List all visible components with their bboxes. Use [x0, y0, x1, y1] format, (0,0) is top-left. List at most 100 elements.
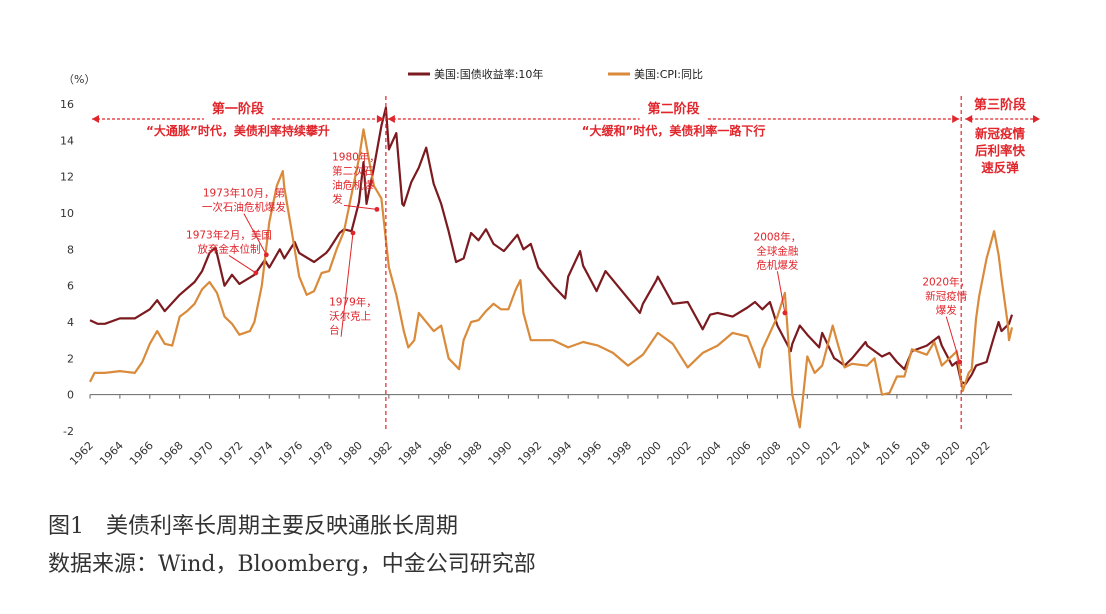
cpi-yield-line-chart: 美国:国债收益率:10年 美国:CPI:同比 （%） -2 0 2 4 6 8 10 12 14 1…	[60, 67, 1040, 468]
annotation-text: 一次石油危机爆发	[202, 201, 286, 214]
annotation-text: 第二次石	[332, 164, 374, 177]
x-tick-label: 2018	[904, 439, 933, 468]
phase-arrow-head-left	[965, 115, 973, 123]
x-tick-label: 1966	[127, 439, 156, 468]
y-tick-label: 16	[60, 98, 74, 111]
y-axis-unit-label: （%）	[63, 73, 95, 86]
x-tick-label: 1992	[515, 439, 544, 468]
annotation-text: 全球金融	[756, 244, 798, 257]
annotation-arrowhead	[253, 270, 259, 276]
y-tick-label: -2	[63, 425, 74, 438]
y-tick-label: 2	[67, 352, 74, 365]
phase-layer: 第一阶段 “大通胀”时代，美债利率持续攀升 第二阶段 “大缓和”时代，美债利率一路下行…	[92, 95, 1040, 431]
chart-legend: 美国:国债收益率:10年 美国:CPI:同比	[408, 67, 703, 81]
phase-arrow-head-left	[92, 115, 99, 123]
y-tick-label: 0	[67, 389, 74, 402]
y-tick-label: 4	[67, 316, 74, 329]
x-tick-label: 1996	[575, 439, 604, 468]
x-tick-label: 2016	[874, 439, 903, 468]
y-axis: -2 0 2 4 6 8 10 12 14 16	[60, 98, 74, 438]
x-tick-label: 1974	[246, 439, 275, 468]
annotation-text: 沃尔克上	[329, 310, 371, 323]
annotation-text: 台	[329, 324, 340, 337]
x-tick-label: 2002	[665, 439, 694, 468]
series-layer	[89, 106, 1014, 429]
annotation-leader	[776, 271, 786, 314]
x-tick-label: 2010	[784, 439, 813, 468]
y-tick-label: 10	[60, 207, 74, 220]
x-tick-label: 1968	[157, 439, 186, 468]
phase-description: 速反弹	[981, 160, 1019, 175]
series-line-cpi-yoy	[89, 128, 1014, 429]
annotation-text: 2008年，	[754, 230, 802, 243]
annotation-arrowhead	[263, 252, 269, 258]
annotation-text: 油危机爆	[332, 178, 374, 191]
legend-label: 美国:CPI:同比	[634, 68, 703, 81]
phase-description: 新冠疫情	[975, 126, 1026, 141]
phase-arrow-head-right	[1033, 115, 1040, 123]
y-tick-label: 14	[60, 134, 74, 147]
annotation-text: 1980年，	[332, 150, 380, 163]
annotation-text: 1979年，	[329, 296, 377, 309]
series-line-yield-10y	[89, 106, 1014, 385]
x-tick-label: 1990	[486, 439, 515, 468]
annotation-text: 发	[332, 192, 343, 205]
phase-label: 第三阶段	[974, 97, 1026, 113]
phase-label: 第一阶段	[212, 101, 264, 117]
annotation-leader	[945, 316, 961, 363]
annotation-leader	[344, 204, 377, 210]
phase-description: “大缓和”时代，美债利率一路下行	[582, 123, 766, 138]
x-tick-label: 1984	[396, 439, 425, 468]
x-tick-label: 2006	[725, 439, 754, 468]
figure-source: 数据来源：Wind，Bloomberg，中金公司研究部	[48, 552, 536, 577]
annotation-arrowhead	[350, 230, 356, 236]
x-axis: 1962 1964 1966 1968 1970 1972 1974 1976 1978 1980…	[67, 394, 1012, 468]
annotation-leader	[243, 213, 267, 256]
x-tick-label: 1986	[426, 439, 455, 468]
phase-arrow-head-left	[387, 115, 395, 123]
annotation-text: 危机爆发	[756, 258, 798, 271]
phase-description: “大通胀”时代，美债利率持续攀升	[146, 123, 330, 138]
annotation-text: 1973年10月，第	[203, 187, 285, 200]
annotation-arrowhead	[782, 310, 788, 316]
x-tick-label: 1964	[97, 439, 126, 468]
x-tick-label: 2014	[844, 439, 873, 468]
x-tick-label: 1982	[366, 439, 395, 468]
annotation-arrowhead	[374, 206, 380, 212]
x-tick-label: 2000	[635, 439, 664, 468]
annotation-leader	[340, 232, 354, 337]
y-tick-label: 8	[67, 243, 74, 256]
legend-label: 美国:国债收益率:10年	[434, 67, 543, 81]
annotation-text: 新冠疫情	[925, 290, 967, 303]
figure-title: 图1 美债利率长周期主要反映通胀长周期	[48, 514, 458, 539]
x-tick-label: 2020	[934, 439, 963, 468]
annotation-text: 2020年，	[922, 276, 970, 289]
x-tick-label: 2022	[964, 439, 993, 468]
annotation-text: 放弃金本位制	[197, 242, 260, 255]
annotation-arrowhead	[957, 359, 963, 365]
x-tick-label: 1994	[545, 439, 574, 468]
annotation-text: 1973年2月，美国	[186, 228, 272, 241]
phase-label-backing	[968, 95, 1032, 113]
y-tick-label: 12	[60, 171, 74, 184]
x-tick-label: 2012	[814, 439, 843, 468]
x-tick-label: 1972	[217, 439, 246, 468]
y-tick-label: 6	[67, 280, 74, 293]
x-tick-label: 2004	[695, 439, 724, 468]
phase-label: 第二阶段	[648, 101, 700, 117]
annotation-leader	[228, 255, 257, 274]
phase-arrow-head-right	[952, 115, 960, 123]
x-tick-label: 1978	[306, 439, 335, 468]
x-tick-label: 1980	[336, 439, 365, 468]
phase-description: 后利率快	[975, 143, 1026, 158]
x-tick-label: 1976	[276, 439, 305, 468]
x-tick-label: 1970	[187, 439, 216, 468]
annotation-text: 爆发	[936, 304, 957, 317]
phase-label-backing	[639, 108, 708, 126]
x-tick-label: 1998	[605, 439, 634, 468]
phase-label-backing	[203, 108, 272, 126]
x-tick-label: 1962	[67, 439, 96, 468]
x-tick-label: 2008	[755, 439, 784, 468]
x-tick-label: 1988	[456, 439, 485, 468]
